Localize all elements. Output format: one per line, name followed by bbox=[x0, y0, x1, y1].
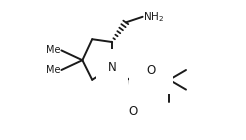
Text: N: N bbox=[108, 61, 116, 74]
Text: Me: Me bbox=[46, 45, 61, 55]
Text: Me: Me bbox=[46, 65, 61, 75]
Text: O: O bbox=[146, 64, 156, 76]
Text: NH$_2$: NH$_2$ bbox=[143, 10, 164, 24]
Text: O: O bbox=[128, 105, 138, 118]
